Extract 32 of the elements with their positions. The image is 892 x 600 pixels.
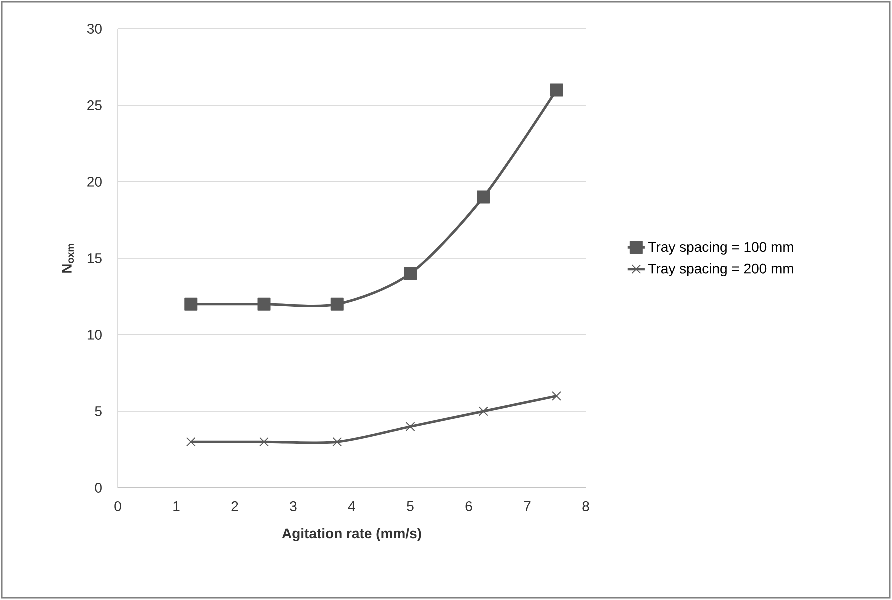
x-tick-label: 1 — [174, 502, 180, 512]
x-tick-label: 0 — [114, 502, 122, 512]
y-axis-title: N$_{oxm}$ — [62, 244, 74, 273]
point — [184, 298, 198, 311]
x-tick-label: 3 — [290, 502, 297, 512]
y-tick-label: 5 — [95, 406, 102, 416]
x-tick-label: 7 — [524, 502, 531, 512]
point — [330, 298, 344, 311]
point — [552, 391, 562, 401]
legend-label: Tray spacing = 100 mm — [648, 242, 794, 255]
x-tick-label: 4 — [348, 502, 356, 512]
point — [258, 298, 271, 311]
x-tick-label: 6 — [466, 502, 472, 512]
y-tick-label: 0 — [95, 483, 102, 493]
y-tick-label: 15 — [88, 254, 102, 264]
x-tick-label: 8 — [582, 502, 590, 512]
y-tick-label: 25 — [88, 100, 102, 110]
y-tick-label: 20 — [88, 177, 102, 187]
point — [260, 437, 269, 447]
y-tick-label: 30 — [87, 24, 102, 34]
y-tick-label: 10 — [88, 330, 102, 340]
legend-label: Tray spacing = 200 mm — [648, 263, 794, 277]
point — [332, 437, 342, 447]
point — [550, 84, 564, 97]
point — [404, 267, 417, 280]
point — [406, 422, 416, 432]
point — [477, 190, 490, 204]
x-tick-label: 5 — [407, 502, 414, 512]
x-axis-title: Agitation rate (mm/s) — [282, 528, 422, 542]
x-tick-label: 2 — [232, 502, 238, 512]
point — [186, 437, 196, 447]
point — [478, 406, 488, 416]
